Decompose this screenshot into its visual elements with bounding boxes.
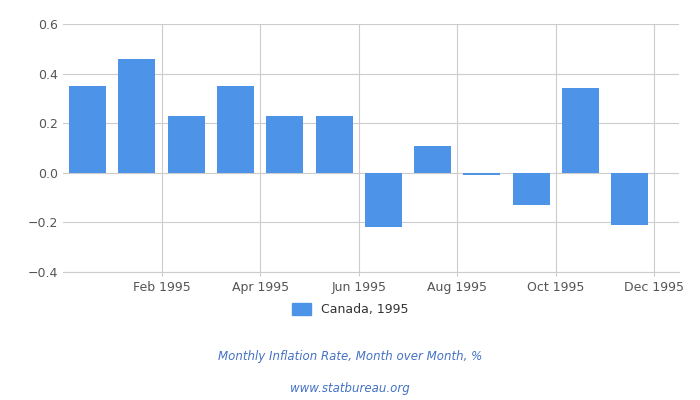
- Bar: [217, 86, 254, 173]
- Bar: [365, 173, 402, 227]
- Bar: [562, 88, 599, 173]
- Bar: [611, 173, 648, 225]
- Text: Monthly Inflation Rate, Month over Month, %: Monthly Inflation Rate, Month over Month…: [218, 350, 482, 363]
- Bar: [316, 116, 353, 173]
- Bar: [414, 146, 451, 173]
- Bar: [266, 116, 303, 173]
- Bar: [512, 173, 550, 205]
- Bar: [118, 59, 155, 173]
- Bar: [69, 86, 106, 173]
- Bar: [168, 116, 204, 173]
- Bar: [463, 173, 500, 175]
- Text: www.statbureau.org: www.statbureau.org: [290, 382, 410, 395]
- Legend: Canada, 1995: Canada, 1995: [287, 298, 413, 321]
